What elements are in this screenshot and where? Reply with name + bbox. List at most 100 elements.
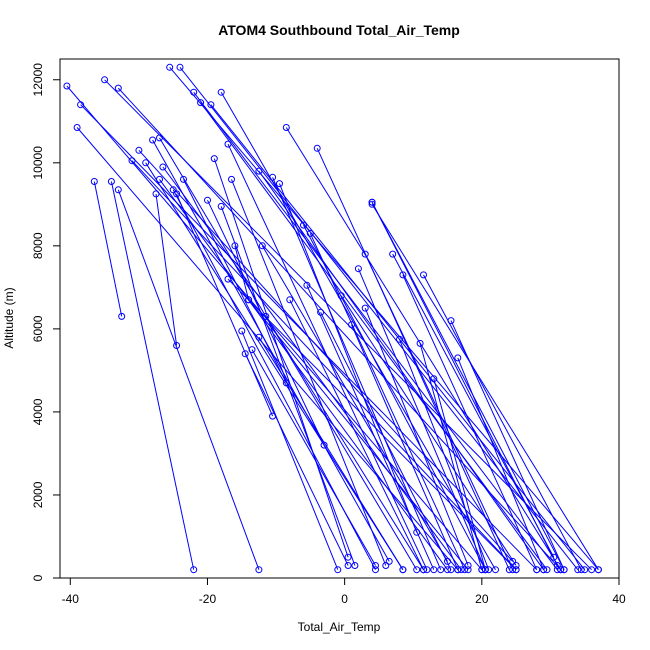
profile-line <box>176 193 274 417</box>
data-point <box>399 271 407 279</box>
data-point <box>485 566 493 574</box>
data-point <box>430 375 438 383</box>
data-point <box>204 196 211 204</box>
data-point <box>159 163 167 171</box>
data-point <box>344 553 352 561</box>
data-point <box>577 566 585 574</box>
data-point <box>156 134 163 142</box>
profile-line <box>316 148 510 570</box>
data-point <box>286 296 294 304</box>
profile-line <box>93 181 123 317</box>
data-point <box>173 342 181 349</box>
data-point <box>461 566 469 574</box>
profile-line <box>289 299 424 570</box>
profile-line <box>220 91 496 570</box>
profile-line <box>272 177 442 570</box>
x-tick-label: 20 <box>475 592 489 606</box>
data-point <box>190 566 198 574</box>
profile-line <box>265 316 424 570</box>
data-point <box>444 566 451 574</box>
data-point <box>385 557 393 565</box>
profile-line <box>200 102 548 570</box>
data-point <box>464 562 472 569</box>
data-point <box>90 178 98 185</box>
data-point <box>258 242 266 250</box>
data-point <box>540 566 548 574</box>
data-point <box>207 101 215 109</box>
data-point <box>416 339 424 347</box>
data-point <box>361 304 369 312</box>
data-point <box>481 566 489 574</box>
data-point <box>166 63 174 71</box>
data-point <box>156 175 163 183</box>
data-point <box>444 557 451 565</box>
data-point <box>255 566 263 574</box>
data-point <box>512 566 520 574</box>
y-tick-label: 10000 <box>31 146 45 180</box>
data-point <box>306 229 314 237</box>
data-point <box>63 82 71 90</box>
y-axis-label: Altitude (m) <box>2 287 16 348</box>
data-point <box>454 566 462 574</box>
data-point <box>413 528 421 536</box>
data-point <box>303 281 311 289</box>
profile-line <box>423 274 582 570</box>
data-point <box>107 178 115 185</box>
profile-line <box>159 179 448 570</box>
data-point <box>238 327 246 335</box>
profile-line <box>248 299 469 571</box>
data-point <box>217 202 225 210</box>
data-point <box>420 566 427 574</box>
data-point <box>169 186 177 194</box>
profile-line <box>402 274 538 570</box>
data-point <box>581 566 589 574</box>
data-point <box>255 333 263 341</box>
data-point <box>231 242 239 250</box>
data-point <box>457 566 465 574</box>
data-point <box>454 354 462 362</box>
profile-line <box>457 357 545 570</box>
data-point <box>560 566 568 574</box>
profile-line <box>169 66 599 571</box>
profile-line <box>193 91 558 571</box>
profile-line <box>364 307 469 566</box>
data-point <box>313 144 321 152</box>
data-point <box>557 566 565 574</box>
data-point <box>197 99 205 107</box>
data-point <box>128 157 136 165</box>
profile-line <box>76 127 459 571</box>
x-tick-label: 40 <box>612 592 626 606</box>
profile-line <box>309 233 466 570</box>
data-point <box>382 562 390 569</box>
y-tick-label: 6000 <box>31 315 45 342</box>
profile-line <box>399 339 490 570</box>
data-point <box>344 562 352 569</box>
data-point <box>492 566 499 574</box>
data-point <box>361 250 369 258</box>
profile-line <box>306 285 435 570</box>
data-point <box>447 317 455 325</box>
data-point <box>464 566 472 574</box>
data-point <box>217 88 225 96</box>
data-point <box>190 88 198 96</box>
data-point <box>509 557 517 565</box>
data-point <box>372 566 379 574</box>
y-tick-label: 0 <box>31 574 45 581</box>
x-axis: -40 -20 0 20 40 <box>62 577 626 606</box>
data-point <box>176 63 184 71</box>
profile-line <box>320 312 452 570</box>
profile-line <box>351 324 459 570</box>
data-points-group <box>63 63 602 574</box>
profile-line <box>371 204 599 570</box>
data-point <box>142 159 150 167</box>
data-point <box>553 562 561 569</box>
data-point <box>118 312 126 320</box>
profile-line <box>110 181 195 570</box>
profile-line <box>419 343 483 570</box>
data-point <box>351 562 359 569</box>
x-tick-label: -20 <box>199 592 217 606</box>
data-point <box>533 566 541 574</box>
profile-line <box>371 201 565 570</box>
data-point <box>320 441 328 449</box>
